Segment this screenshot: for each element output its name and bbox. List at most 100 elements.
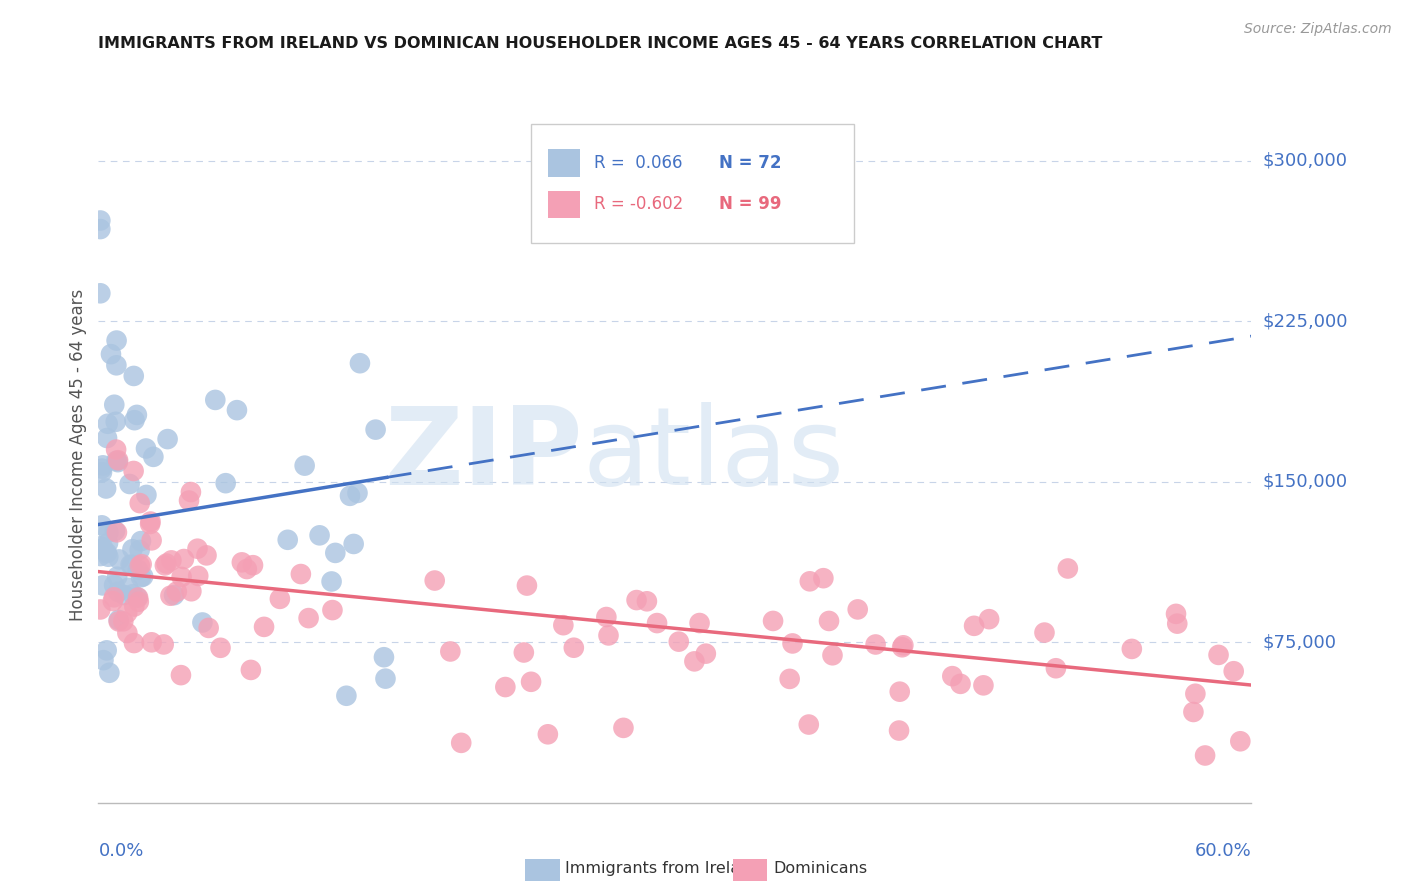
Point xyxy=(159,589,181,603)
Point xyxy=(598,628,620,642)
Text: R =  0.066: R = 0.066 xyxy=(595,153,683,171)
Point xyxy=(152,637,174,651)
Point xyxy=(186,541,208,556)
Point xyxy=(180,584,202,599)
Text: Immigrants from Ireland: Immigrants from Ireland xyxy=(565,862,761,877)
Point xyxy=(645,616,668,631)
Point xyxy=(139,515,162,529)
Point xyxy=(762,614,785,628)
FancyBboxPatch shape xyxy=(733,859,768,881)
Point xyxy=(374,672,396,686)
Point xyxy=(97,549,120,564)
Text: $75,000: $75,000 xyxy=(1263,633,1337,651)
Point xyxy=(153,558,176,573)
Point xyxy=(100,347,122,361)
Point xyxy=(209,640,232,655)
Point xyxy=(979,612,1001,626)
Point xyxy=(105,525,128,540)
Point xyxy=(104,415,127,429)
Point xyxy=(1121,641,1143,656)
Text: R = -0.602: R = -0.602 xyxy=(595,195,683,213)
Point xyxy=(170,570,193,584)
Point xyxy=(103,591,125,605)
Point xyxy=(89,549,111,563)
Point xyxy=(321,603,343,617)
Point xyxy=(197,621,219,635)
Point xyxy=(107,613,129,627)
Point xyxy=(797,717,820,731)
Point xyxy=(108,552,131,566)
Text: 0.0%: 0.0% xyxy=(98,842,143,860)
Point xyxy=(779,672,801,686)
Point xyxy=(107,615,129,629)
Point xyxy=(277,533,299,547)
Point xyxy=(107,455,129,469)
Point xyxy=(1166,616,1188,631)
Point xyxy=(1222,664,1244,678)
Point xyxy=(177,493,200,508)
Point xyxy=(364,423,387,437)
Point xyxy=(231,555,253,569)
Point xyxy=(89,213,111,227)
Point xyxy=(105,570,128,584)
Point xyxy=(141,533,163,548)
Point xyxy=(963,619,986,633)
Point xyxy=(537,727,560,741)
Point xyxy=(516,578,538,592)
Text: IMMIGRANTS FROM IRELAND VS DOMINICAN HOUSEHOLDER INCOME AGES 45 - 64 YEARS CORRE: IMMIGRANTS FROM IRELAND VS DOMINICAN HOU… xyxy=(98,36,1102,51)
Point xyxy=(89,602,111,616)
Point xyxy=(89,539,111,553)
Point xyxy=(668,634,690,648)
Point xyxy=(1033,625,1056,640)
Point xyxy=(132,569,155,583)
Point xyxy=(1045,661,1067,675)
Point xyxy=(98,665,121,680)
Text: ZIP: ZIP xyxy=(384,402,582,508)
Point xyxy=(195,549,218,563)
FancyBboxPatch shape xyxy=(524,859,560,881)
Point xyxy=(553,618,575,632)
Point xyxy=(891,640,914,655)
Point xyxy=(821,648,844,663)
FancyBboxPatch shape xyxy=(548,191,581,219)
Point xyxy=(173,552,195,566)
Point xyxy=(91,458,114,473)
Point xyxy=(595,610,617,624)
Point xyxy=(122,368,145,383)
Point xyxy=(90,518,112,533)
Point xyxy=(105,442,128,457)
Point xyxy=(294,458,316,473)
Point xyxy=(242,558,264,573)
Point xyxy=(122,464,145,478)
Point xyxy=(160,553,183,567)
Point xyxy=(128,543,150,558)
Point xyxy=(215,476,238,491)
Point xyxy=(373,650,395,665)
Point xyxy=(1056,561,1078,575)
Point xyxy=(121,542,143,557)
Point xyxy=(121,558,143,573)
Point xyxy=(127,591,149,605)
Point xyxy=(128,595,150,609)
Point xyxy=(239,663,262,677)
Point xyxy=(156,432,179,446)
Point xyxy=(846,602,869,616)
Point xyxy=(105,454,128,468)
Point xyxy=(141,635,163,649)
Point xyxy=(562,640,585,655)
FancyBboxPatch shape xyxy=(548,149,581,177)
Point xyxy=(112,615,135,629)
Point xyxy=(204,392,226,407)
Point xyxy=(887,723,910,738)
Point xyxy=(180,485,202,500)
Text: $150,000: $150,000 xyxy=(1263,473,1347,491)
Point xyxy=(339,489,361,503)
Point xyxy=(818,614,841,628)
Point xyxy=(1229,734,1251,748)
Point xyxy=(1194,748,1216,763)
Point xyxy=(128,496,150,510)
Point xyxy=(91,465,114,479)
Point xyxy=(941,669,963,683)
Point xyxy=(343,537,366,551)
Point xyxy=(89,222,111,236)
